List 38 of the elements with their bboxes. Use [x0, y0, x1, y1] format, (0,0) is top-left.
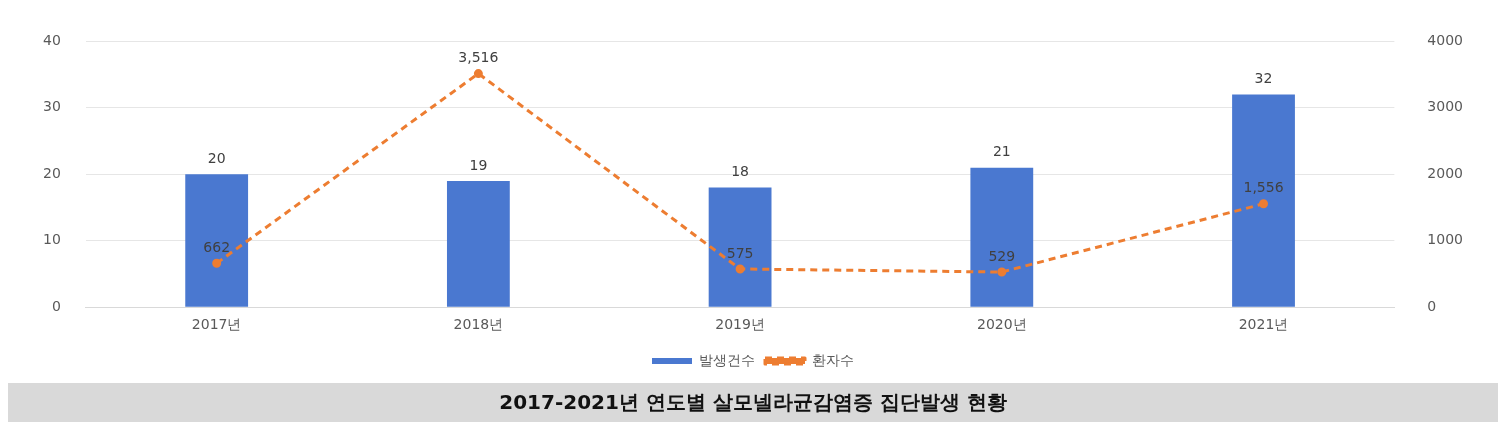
x-tick-label: 2018년 [453, 316, 504, 333]
y-tick-label: 0 [51, 297, 61, 314]
legend-label: 환자수 [812, 351, 854, 368]
y-tick-label: 30 [42, 98, 61, 115]
data-label: 575 [726, 244, 754, 261]
bar [1232, 94, 1295, 307]
data-label: 18 [731, 163, 750, 180]
y2-tick-label: 0 [1427, 297, 1437, 314]
x-tick-label: 2019년 [715, 316, 765, 333]
data-label: 662 [203, 238, 231, 255]
data-label: 3,516 [458, 49, 499, 66]
y2-tick-label: 1000 [1427, 231, 1464, 248]
data-label: 1,556 [1243, 179, 1284, 196]
point [1259, 199, 1269, 209]
y-tick-label: 20 [42, 164, 61, 181]
bar [446, 180, 510, 307]
y2-tick-label: 3000 [1427, 98, 1464, 115]
bar [970, 167, 1034, 307]
point [212, 258, 222, 268]
point [473, 69, 483, 79]
y-tick-label: 40 [42, 32, 61, 49]
y-tick-label: 10 [42, 231, 61, 248]
data-label: 19 [469, 156, 488, 173]
y2-tick-label: 4000 [1427, 32, 1464, 49]
x-tick-label: 2020년 [976, 316, 1027, 333]
legend-label: 발생건수 [699, 351, 755, 368]
data-label: 20 [207, 149, 226, 166]
data-label: 21 [992, 143, 1011, 160]
x-tick-label: 2021년 [1238, 316, 1289, 333]
data-label: 32 [1254, 70, 1273, 87]
text: 2017-2021년 연도별 살모넬라균감염증 집단발생 현황 [8, 383, 1498, 422]
bar [708, 187, 772, 307]
data-label: 529 [988, 247, 1016, 264]
x-tick-label: 2017년 [191, 316, 242, 333]
point [735, 264, 745, 274]
point [997, 267, 1007, 277]
y2-tick-label: 2000 [1427, 164, 1464, 181]
bar [185, 174, 249, 307]
